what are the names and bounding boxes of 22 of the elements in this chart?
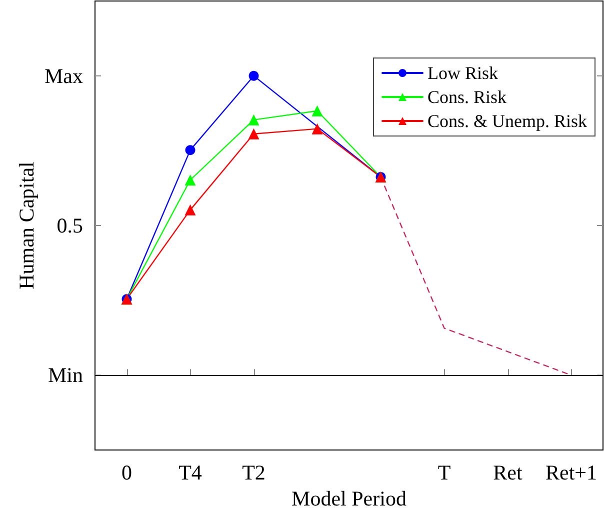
legend-label: Cons. Risk — [427, 87, 507, 107]
point — [312, 123, 323, 134]
legend-label: Low Risk — [427, 63, 498, 83]
x-tick-label: Ret — [493, 460, 522, 484]
point — [184, 204, 196, 216]
x-tick-label: T4 — [178, 460, 202, 484]
text: 0.5 — [56, 214, 83, 238]
text: Max — [44, 64, 84, 88]
point — [185, 145, 196, 156]
x-axis-title: Model Period — [292, 486, 407, 510]
point — [184, 174, 196, 186]
point — [248, 70, 259, 81]
y-axis-title: Human Capital — [14, 161, 38, 290]
point — [312, 105, 323, 116]
x-tick-label: T2 — [242, 460, 266, 484]
legend-label: Cons. & Unemp. Risk — [427, 111, 588, 131]
x-tick-label: T — [438, 460, 451, 484]
point — [248, 128, 260, 140]
text: Min — [48, 363, 84, 388]
x-tick-label: 0 — [122, 460, 132, 484]
point — [248, 114, 260, 126]
x-tick-label: Ret+1 — [545, 460, 598, 484]
